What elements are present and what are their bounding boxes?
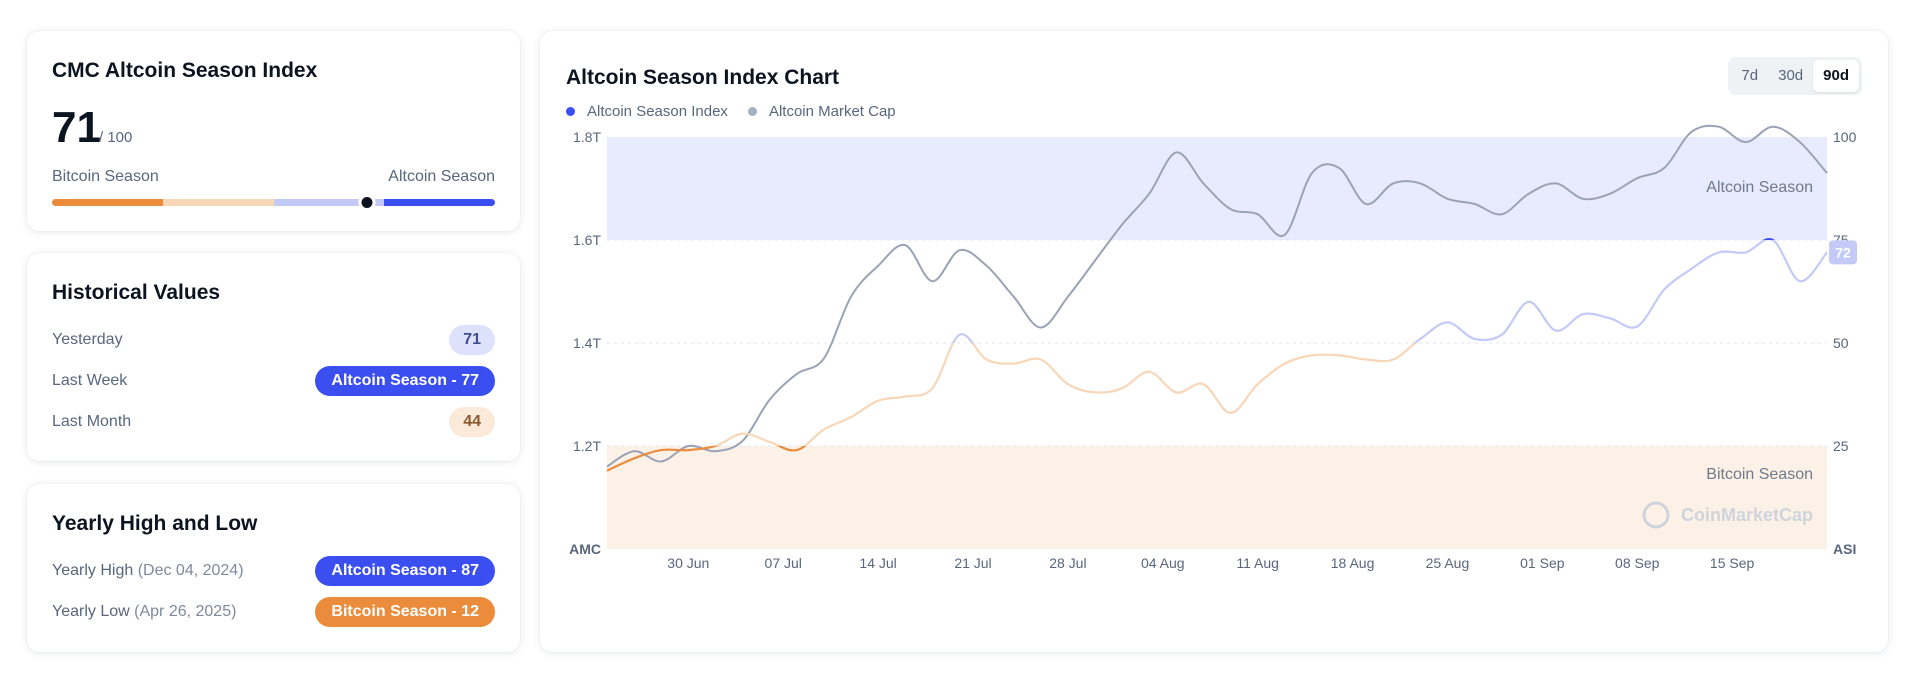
- altcoin-season-chart-card: Altcoin Season Bitcoin Season 1.2T 1.4T 1.6T…: [540, 31, 1888, 652]
- legend-dot-blue-icon: [566, 107, 575, 116]
- legend-label-altcoin-season-index: Altcoin Season Index: [587, 103, 728, 120]
- index-value-suffix: / 100: [99, 129, 133, 146]
- y-left-tick-label: 1.2T: [573, 438, 601, 454]
- current-value-badge-text: 72: [1835, 244, 1851, 260]
- y-right-axis-label: ASI: [1833, 541, 1856, 557]
- legend-item-altcoin-season-index[interactable]: Altcoin Season Index: [566, 103, 728, 120]
- y-right-tick-label: 50: [1833, 335, 1849, 351]
- x-tick-label: 07 Jul: [765, 555, 802, 571]
- range-selector: 7d 30d 90d: [1728, 57, 1862, 95]
- chart-card-title: Altcoin Season Index Chart: [566, 66, 840, 89]
- x-tick-label: 18 Aug: [1331, 555, 1375, 571]
- y-right-tick-label: 100: [1833, 129, 1857, 145]
- current-value-badge: [1829, 240, 1857, 265]
- legend-label-altcoin-market-cap: Altcoin Market Cap: [768, 103, 896, 120]
- yearly-high-badge: Altcoin Season - 87: [315, 556, 495, 586]
- gauge-segment-neutral-bitcoin: [162, 199, 274, 206]
- gauge-segment-neutral-altcoin: [273, 199, 385, 206]
- x-tick-label: 11 Aug: [1236, 555, 1279, 571]
- season-gauge: [52, 194, 495, 211]
- altcoin-season-chart: Altcoin Season Bitcoin Season 1.2T 1.4T 1.6T…: [569, 124, 1857, 571]
- x-tick-label: 21 Jul: [954, 555, 991, 571]
- yearly-low-date: (Apr 26, 2025): [134, 603, 237, 620]
- historical-yesterday-label: Yesterday: [52, 331, 123, 348]
- y-left-axis-label: AMC: [569, 541, 601, 557]
- altcoin-season-label: Altcoin Season: [388, 168, 495, 185]
- altcoin-season-index-line-altcoin-zone: [1762, 237, 1775, 240]
- altcoin-season-index-line-bitcoin-zone: [606, 446, 807, 472]
- index-value: 71: [52, 103, 101, 152]
- historical-last-month-label: Last Month: [52, 413, 132, 430]
- x-tick-label: 08 Sep: [1615, 555, 1660, 571]
- bitcoin-season-label: Bitcoin Season: [52, 168, 159, 185]
- altcoin-market-cap-line: [606, 124, 1828, 468]
- altcoin-season-zone-label: Altcoin Season: [1706, 179, 1813, 196]
- historical-card-title: Historical Values: [52, 281, 221, 304]
- y-right-tick-label: 25: [1833, 438, 1849, 454]
- range-tab-30d[interactable]: 30d: [1778, 67, 1804, 84]
- historical-values-card: Historical Values Yesterday 71 Last Week…: [27, 253, 520, 461]
- yearly-high-low-card: Yearly High and Low Yearly High (Dec 04,…: [27, 484, 520, 652]
- range-tab-7d[interactable]: 7d: [1741, 67, 1759, 84]
- bitcoin-season-zone: [607, 446, 1827, 549]
- gauge-segment-altcoin: [384, 199, 495, 206]
- x-tick-label: 15 Sep: [1710, 555, 1755, 571]
- altcoin-season-zone: [607, 137, 1827, 240]
- yearly-card-title: Yearly High and Low: [52, 512, 258, 535]
- x-tick-label: 04 Aug: [1141, 555, 1185, 571]
- range-tab-90d[interactable]: 90d: [1813, 60, 1859, 92]
- historical-last-week-label: Last Week: [52, 372, 128, 389]
- legend-item-altcoin-market-cap[interactable]: Altcoin Market Cap: [747, 103, 896, 120]
- legend-dot-gray-icon: [747, 107, 757, 116]
- x-tick-label: 30 Jun: [667, 555, 709, 571]
- x-tick-label: 14 Jul: [859, 555, 896, 571]
- y-left-tick-label: 1.8T: [573, 129, 601, 145]
- yearly-low-label-text: Yearly Low: [52, 603, 130, 620]
- historical-last-month-badge: 44: [449, 407, 495, 437]
- x-tick-label: 01 Sep: [1520, 555, 1565, 571]
- yearly-high-label-text: Yearly High: [52, 562, 134, 579]
- historical-last-week-badge: Altcoin Season - 77: [315, 366, 495, 396]
- gauge-segment-bitcoin: [52, 199, 163, 206]
- index-card-title: CMC Altcoin Season Index: [52, 59, 318, 82]
- gauge-indicator: [358, 194, 376, 211]
- watermark-text: CoinMarketCap: [1681, 505, 1813, 525]
- x-tick-label: 25 Aug: [1426, 555, 1470, 571]
- y-left-tick-label: 1.4T: [573, 335, 601, 351]
- yearly-high-date: (Dec 04, 2024): [137, 562, 244, 579]
- y-left-tick-label: 1.6T: [573, 232, 601, 248]
- watermark-logo-icon: [1642, 501, 1670, 529]
- chart-legend: Altcoin Season Index Altcoin Market Cap: [566, 103, 916, 120]
- x-tick-label: 28 Jul: [1049, 555, 1086, 571]
- altcoin-season-index-line-neutral-low: [711, 343, 1417, 446]
- altcoin-season-index-line-neutral-high: [951, 240, 1828, 343]
- historical-yesterday-badge: 71: [449, 325, 495, 355]
- yearly-high-label: Yearly High (Dec 04, 2024): [52, 562, 244, 580]
- altcoin-season-index-card: CMC Altcoin Season Index 71 / 100 Bitcoi…: [27, 31, 520, 231]
- yearly-low-badge: Bitcoin Season - 12: [315, 597, 495, 627]
- yearly-low-label: Yearly Low (Apr 26, 2025): [52, 603, 236, 621]
- bitcoin-season-zone-label: Bitcoin Season: [1706, 466, 1813, 483]
